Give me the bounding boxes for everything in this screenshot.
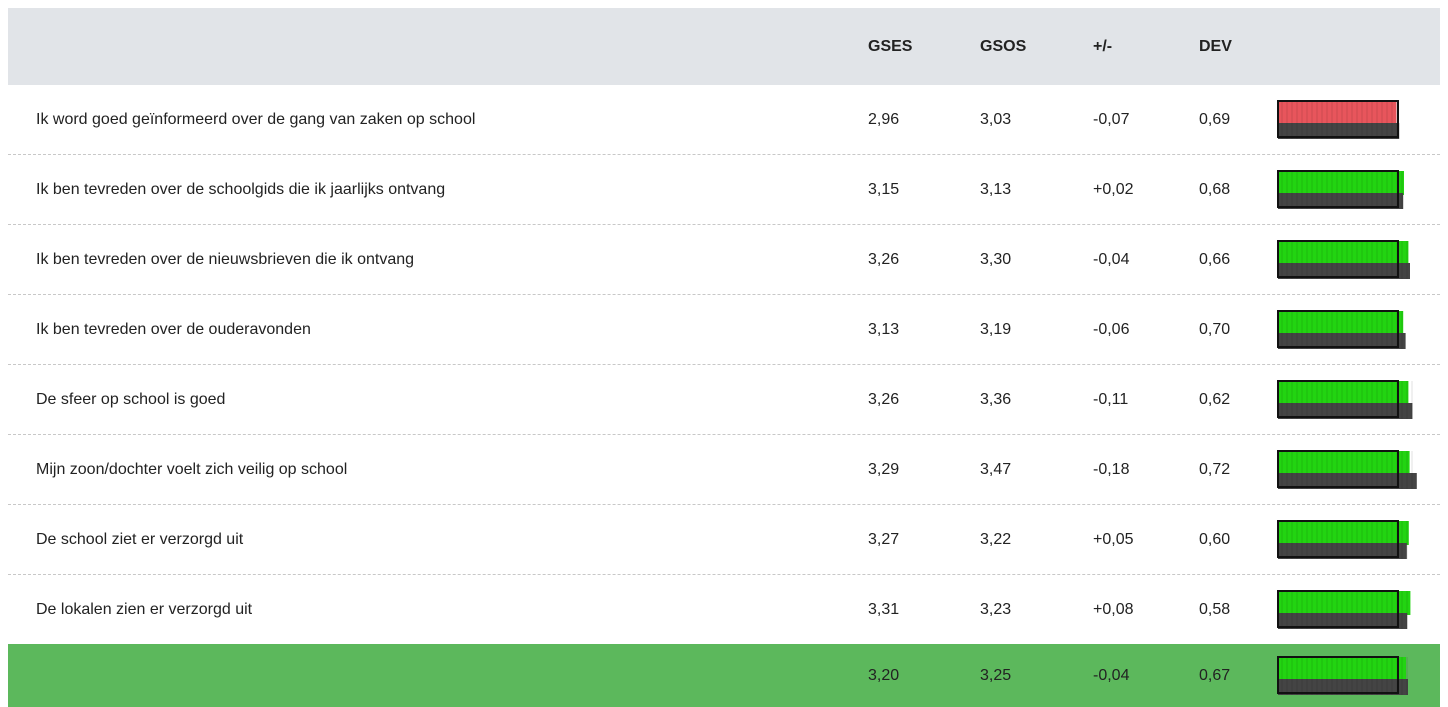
cell-value: 3,30 [980, 250, 1012, 268]
cell-value: +0,05 [1093, 530, 1134, 548]
results-table: GSES GSOS +/- DEV Ik word goed geïnformeerd … [8, 8, 1440, 707]
threshold-box [1277, 239, 1399, 278]
total-value: 3,25 [980, 666, 1012, 684]
gsos-bar [1278, 332, 1406, 349]
cell-value: -0,11 [1093, 390, 1129, 408]
cell-value: 0,70 [1199, 320, 1231, 338]
cell-value: 3,13 [980, 180, 1012, 198]
threshold-box [1277, 519, 1399, 558]
cell-value: 0,66 [1199, 250, 1231, 268]
cell-value: -0,07 [1093, 110, 1130, 128]
data-row: Ik ben tevreden over de ouderavonden 3,13… [8, 295, 1440, 365]
column-header: GSES [868, 37, 913, 55]
cell-value: 0,58 [1199, 600, 1231, 618]
cell-value: -0,06 [1093, 320, 1130, 338]
data-row: De lokalen zien er verzorgd uit 3,31 3,23 +… [8, 575, 1440, 645]
threshold-box [1277, 655, 1399, 694]
total-value: 0,67 [1199, 666, 1231, 684]
gsos-bar [1278, 612, 1408, 629]
data-row: De sfeer op school is goed 3,26 3,36 -0,11 0… [8, 365, 1440, 435]
gses-bar [1278, 450, 1410, 475]
score-bar [1277, 99, 1400, 139]
gses-bar [1278, 656, 1406, 681]
cell-value: 3,31 [868, 600, 900, 618]
score-bar [1277, 449, 1417, 489]
data-row: De school ziet er verzorgd uit 3,27 3,22 +0… [8, 505, 1440, 575]
cell-value: 0,69 [1199, 110, 1231, 128]
data-row: Ik ben tevreden over de schoolgids die i… [8, 155, 1440, 225]
row-label: Ik ben tevreden over de schoolgids die i… [36, 180, 446, 198]
data-row: Ik ben tevreden over de nieuwsbrieven di… [8, 225, 1440, 295]
gses-bar [1278, 520, 1409, 545]
gses-bar [1278, 590, 1411, 615]
total-value: 3,20 [868, 666, 900, 684]
cell-value: 3,13 [868, 320, 900, 338]
header-row: GSES GSOS +/- DEV [8, 8, 1440, 85]
row-label: De lokalen zien er verzorgd uit [36, 600, 253, 618]
cell-value: +0,08 [1093, 600, 1134, 618]
cell-value: 3,19 [980, 320, 1012, 338]
column-header: DEV [1199, 37, 1232, 55]
gsos-bar [1278, 678, 1408, 695]
gses-bar [1278, 100, 1397, 125]
gsos-bar [1278, 192, 1404, 209]
score-bar [1277, 239, 1410, 279]
gses-bar [1278, 310, 1404, 335]
cell-value: 3,27 [868, 530, 900, 548]
cell-value: 0,62 [1199, 390, 1231, 408]
threshold-box [1277, 169, 1399, 208]
cell-value: 3,03 [980, 110, 1012, 128]
score-bar [1277, 309, 1406, 349]
cell-value: 3,29 [868, 460, 900, 478]
cell-value: 3,47 [980, 460, 1012, 478]
threshold-box [1277, 449, 1399, 488]
row-label: Ik ben tevreden over de nieuwsbrieven di… [36, 250, 415, 268]
total-value: -0,04 [1093, 666, 1130, 684]
row-label: Mijn zoon/dochter voelt zich veilig op s… [36, 460, 348, 478]
gses-bar [1278, 240, 1409, 265]
cell-value: 3,22 [980, 530, 1012, 548]
total-row: 3,20 3,25 -0,04 0,67 [8, 644, 1440, 707]
gses-bar [1278, 170, 1404, 195]
row-label: De sfeer op school is goed [36, 390, 226, 408]
column-header: GSOS [980, 37, 1027, 55]
gses-bar [1278, 380, 1409, 405]
cell-value: 3,26 [868, 250, 900, 268]
gsos-bar [1278, 542, 1407, 559]
gsos-bar [1278, 472, 1417, 489]
threshold-box [1277, 309, 1399, 348]
score-bar [1277, 655, 1408, 695]
cell-value: 3,26 [868, 390, 900, 408]
row-label: Ik ben tevreden over de ouderavonden [36, 320, 311, 338]
score-bar [1277, 379, 1413, 419]
cell-value: +0,02 [1093, 180, 1134, 198]
row-label: De school ziet er verzorgd uit [36, 530, 244, 548]
cell-value: 3,15 [868, 180, 900, 198]
gsos-bar [1278, 262, 1410, 279]
column-header: +/- [1093, 37, 1113, 55]
data-row: Ik word goed geïnformeerd over de gang v… [8, 85, 1440, 155]
score-bar [1277, 589, 1411, 629]
cell-value: 0,68 [1199, 180, 1231, 198]
cell-value: 0,72 [1199, 460, 1231, 478]
row-label: Ik word goed geïnformeerd over de gang v… [36, 110, 476, 128]
cell-value: 3,36 [980, 390, 1012, 408]
threshold-box [1277, 379, 1399, 418]
data-row: Mijn zoon/dochter voelt zich veilig op s… [8, 435, 1440, 505]
score-bar [1277, 169, 1404, 209]
gsos-bar [1278, 122, 1400, 139]
score-bar [1277, 519, 1409, 559]
gsos-bar [1278, 402, 1413, 419]
cell-value: 2,96 [868, 110, 900, 128]
threshold-box [1277, 99, 1399, 138]
cell-value: 3,23 [980, 600, 1012, 618]
cell-value: 0,60 [1199, 530, 1231, 548]
cell-value: -0,04 [1093, 250, 1130, 268]
threshold-box [1277, 589, 1399, 628]
cell-value: -0,18 [1093, 460, 1130, 478]
